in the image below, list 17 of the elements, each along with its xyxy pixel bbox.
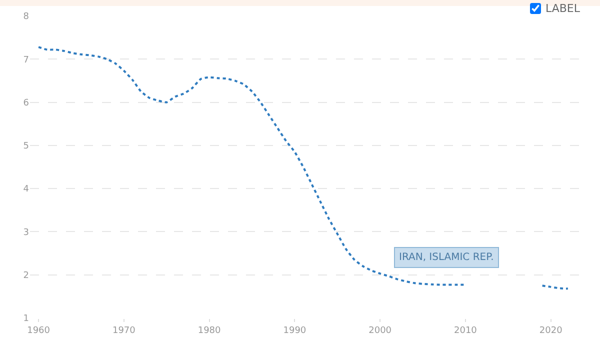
x-tick-label: 2020 (539, 326, 563, 336)
y-tick-label: 1 (23, 314, 29, 324)
text: LABEL (545, 2, 580, 15)
x-tick-label: 1990 (283, 326, 306, 336)
x-tick-label: 1960 (27, 326, 50, 336)
y-tick-label: 8 (23, 12, 30, 22)
x-tick-label: 2010 (454, 326, 478, 336)
y-tick-label: 2 (23, 271, 29, 282)
y-tick-label: 6 (23, 98, 30, 108)
y-tick-label: 7 (23, 55, 29, 66)
x-tick-label: 2000 (368, 326, 392, 336)
y-tick-label: 3 (23, 228, 29, 238)
x-tick-label: 1970 (112, 326, 136, 336)
x-tick-label: 1980 (198, 326, 222, 336)
annotation: IRAN, ISLAMIC REP. (399, 252, 494, 263)
y-tick-label: 5 (23, 142, 29, 152)
y-tick-label: 4 (23, 184, 30, 195)
